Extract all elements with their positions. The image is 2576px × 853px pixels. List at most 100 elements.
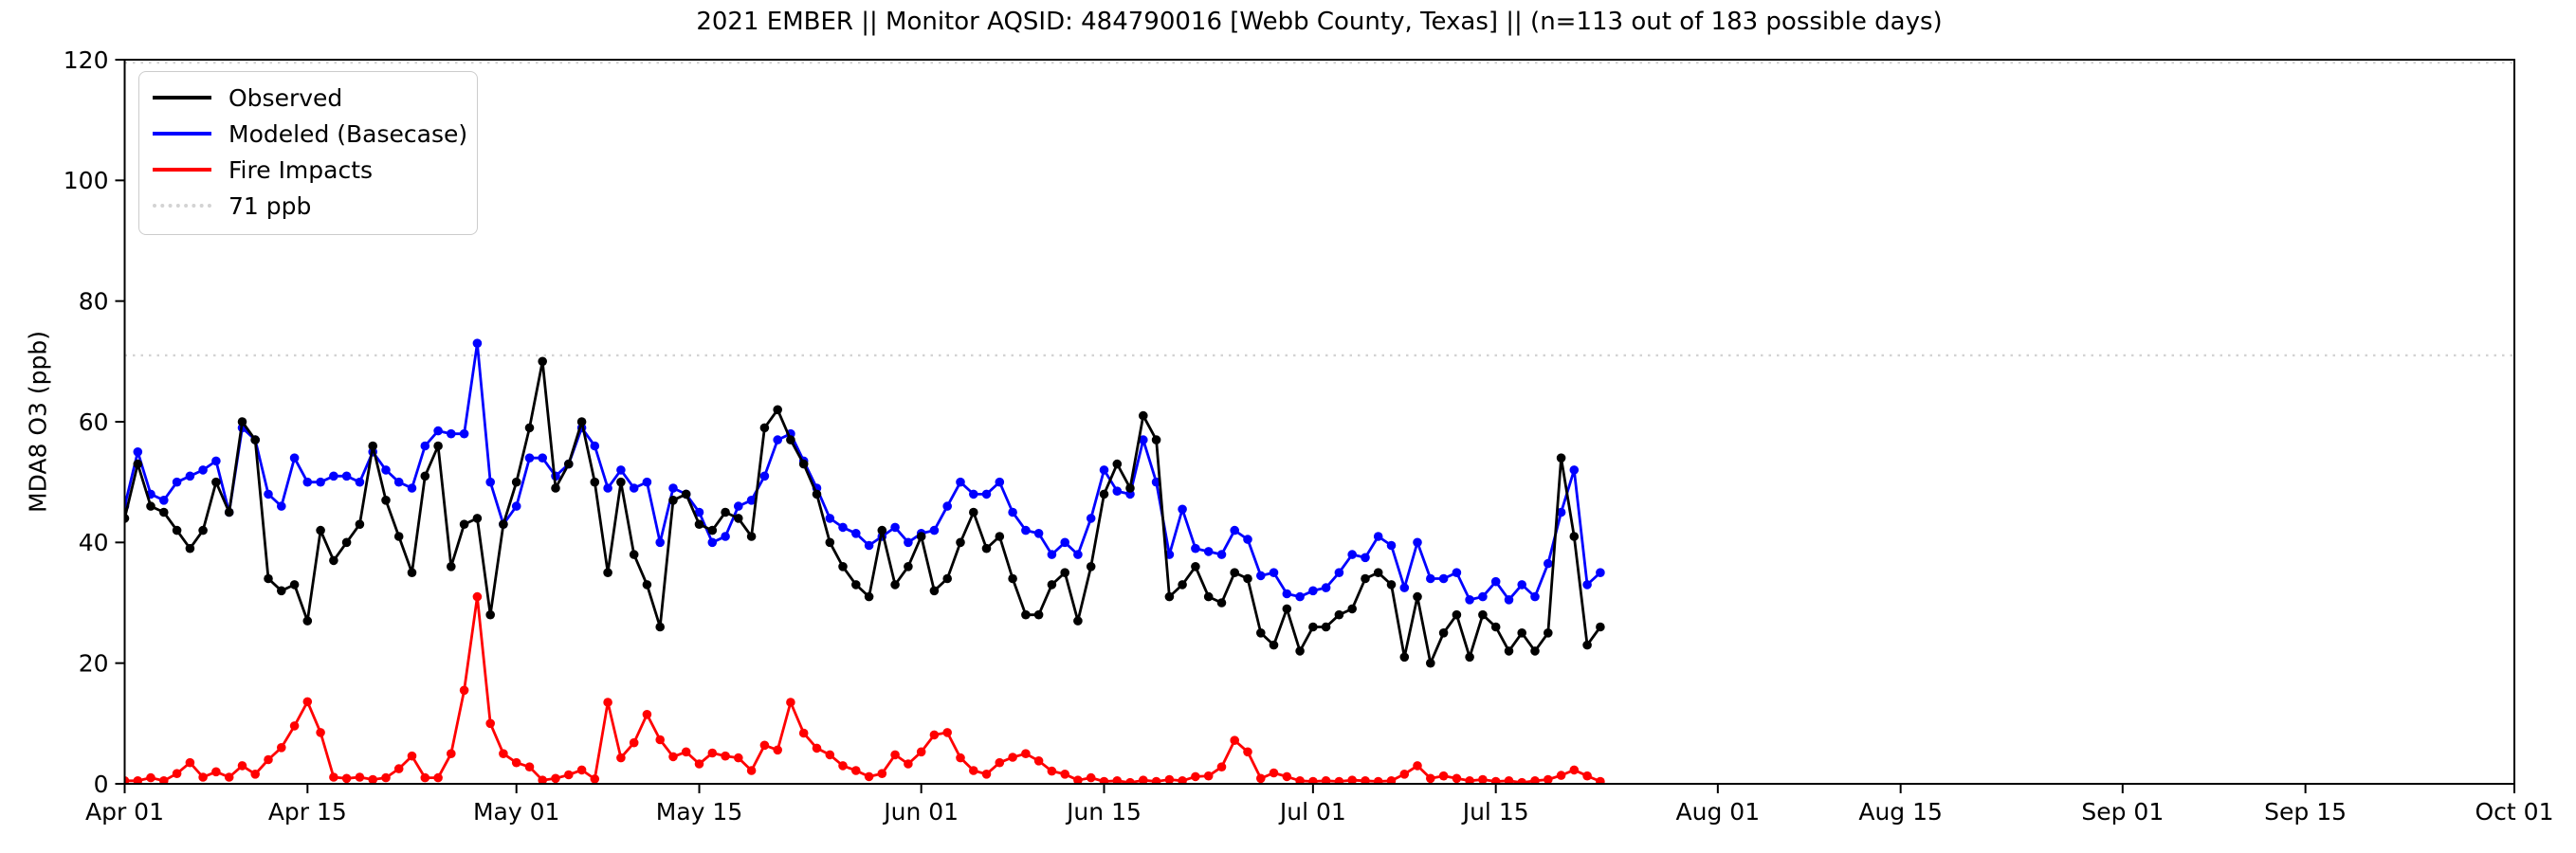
data-point-observed <box>1490 622 1501 632</box>
data-point-modeled-basecase <box>1282 589 1292 599</box>
data-point-observed <box>1256 628 1266 638</box>
data-point-modeled-basecase <box>904 537 913 548</box>
data-point-modeled-basecase <box>133 447 143 457</box>
x-tick-label: Oct 01 <box>2476 798 2554 826</box>
data-point-observed <box>1164 591 1175 602</box>
data-point-fire-impacts <box>956 753 965 763</box>
data-point-modeled-basecase <box>1243 535 1252 544</box>
data-point-fire-impacts <box>250 770 261 779</box>
x-tick-label: Jun 15 <box>1065 798 1142 826</box>
data-point-fire-impacts <box>1517 777 1526 784</box>
data-point-modeled-basecase <box>590 441 600 451</box>
data-point-fire-impacts <box>1582 771 1592 781</box>
data-point-observed <box>124 514 130 523</box>
series-line-modeled-basecase <box>124 341 1601 602</box>
data-point-fire-impacts <box>472 591 483 602</box>
data-point-observed <box>995 532 1005 541</box>
x-tick-label: Jun 01 <box>882 798 959 826</box>
data-point-fire-impacts <box>1060 770 1069 779</box>
data-point-modeled-basecase <box>1399 583 1410 592</box>
data-point-modeled-basecase <box>746 496 757 505</box>
data-point-observed <box>211 477 221 487</box>
data-point-observed <box>433 441 443 451</box>
y-tick-label: 0 <box>94 771 109 798</box>
data-point-modeled-basecase <box>316 477 325 487</box>
data-point-observed <box>381 496 391 505</box>
data-point-fire-impacts <box>655 735 665 745</box>
data-point-observed <box>407 568 417 577</box>
data-point-modeled-basecase <box>1256 571 1266 581</box>
data-point-modeled-basecase <box>864 540 874 551</box>
data-point-observed <box>916 532 926 541</box>
data-point-fire-impacts <box>1230 735 1239 745</box>
data-point-observed <box>1569 532 1580 541</box>
data-point-fire-impacts <box>159 776 169 784</box>
data-point-observed <box>1191 562 1200 572</box>
data-point-fire-impacts <box>773 745 782 755</box>
data-point-modeled-basecase <box>472 338 483 349</box>
data-point-observed <box>655 622 665 632</box>
data-point-modeled-basecase <box>1582 580 1592 590</box>
data-point-fire-impacts <box>1386 776 1397 784</box>
data-point-fire-impacts <box>407 751 417 761</box>
data-point-observed <box>459 519 469 529</box>
data-point-observed <box>511 477 521 487</box>
data-point-modeled-basecase <box>1086 514 1096 523</box>
data-point-modeled-basecase <box>1596 568 1605 577</box>
data-point-fire-impacts <box>381 772 391 783</box>
data-point-observed <box>289 580 300 590</box>
data-point-modeled-basecase <box>289 453 300 463</box>
data-point-fire-impacts <box>1452 773 1462 784</box>
data-point-observed <box>590 477 600 487</box>
data-point-observed <box>1452 609 1462 620</box>
x-tick-label: May 01 <box>473 798 559 826</box>
data-point-observed <box>1347 604 1357 614</box>
data-point-fire-impacts <box>746 766 757 775</box>
y-tick-label: 20 <box>79 649 109 677</box>
data-point-modeled-basecase <box>1021 525 1031 535</box>
data-point-modeled-basecase <box>616 465 626 475</box>
data-point-fire-impacts <box>224 772 234 782</box>
data-point-observed <box>564 459 574 469</box>
data-point-modeled-basecase <box>942 501 952 511</box>
data-point-observed <box>864 591 874 602</box>
y-tick-label: 120 <box>64 46 109 74</box>
data-point-modeled-basecase <box>1073 550 1083 559</box>
data-point-observed <box>1308 622 1318 632</box>
data-point-observed <box>1465 652 1474 662</box>
data-point-modeled-basecase <box>302 477 313 487</box>
x-tick-label: Aug 15 <box>1858 798 1943 826</box>
data-point-observed <box>1243 573 1252 584</box>
data-point-observed <box>1517 628 1526 638</box>
data-point-observed <box>159 507 169 517</box>
data-point-observed <box>1099 489 1109 499</box>
data-point-fire-impacts <box>316 728 325 737</box>
data-point-fire-impacts <box>1099 776 1109 784</box>
data-point-observed <box>576 417 587 426</box>
data-point-modeled-basecase <box>355 477 365 487</box>
series-fire-impacts <box>124 591 1605 784</box>
data-point-observed <box>629 550 639 559</box>
data-point-observed <box>1139 410 1148 421</box>
data-point-observed <box>1112 459 1123 469</box>
data-point-fire-impacts <box>1269 768 1279 778</box>
data-point-fire-impacts <box>1178 776 1187 784</box>
data-point-observed <box>1021 609 1031 620</box>
data-point-fire-impacts <box>759 740 770 751</box>
series-line-observed <box>124 359 1602 665</box>
data-point-modeled-basecase <box>1178 504 1187 515</box>
data-point-modeled-basecase <box>1099 465 1109 475</box>
data-point-fire-impacts <box>877 769 887 778</box>
data-point-fire-impacts <box>1504 776 1514 784</box>
data-point-observed <box>746 532 757 541</box>
data-point-fire-impacts <box>1478 774 1488 784</box>
data-point-fire-impacts <box>1112 776 1123 784</box>
x-tick-label: Sep 15 <box>2264 798 2347 826</box>
data-point-modeled-basecase <box>773 435 782 445</box>
data-point-modeled-basecase <box>447 428 456 439</box>
data-point-observed <box>721 507 730 517</box>
data-point-observed <box>981 543 992 554</box>
x-tick-label: Apr 15 <box>268 798 347 826</box>
